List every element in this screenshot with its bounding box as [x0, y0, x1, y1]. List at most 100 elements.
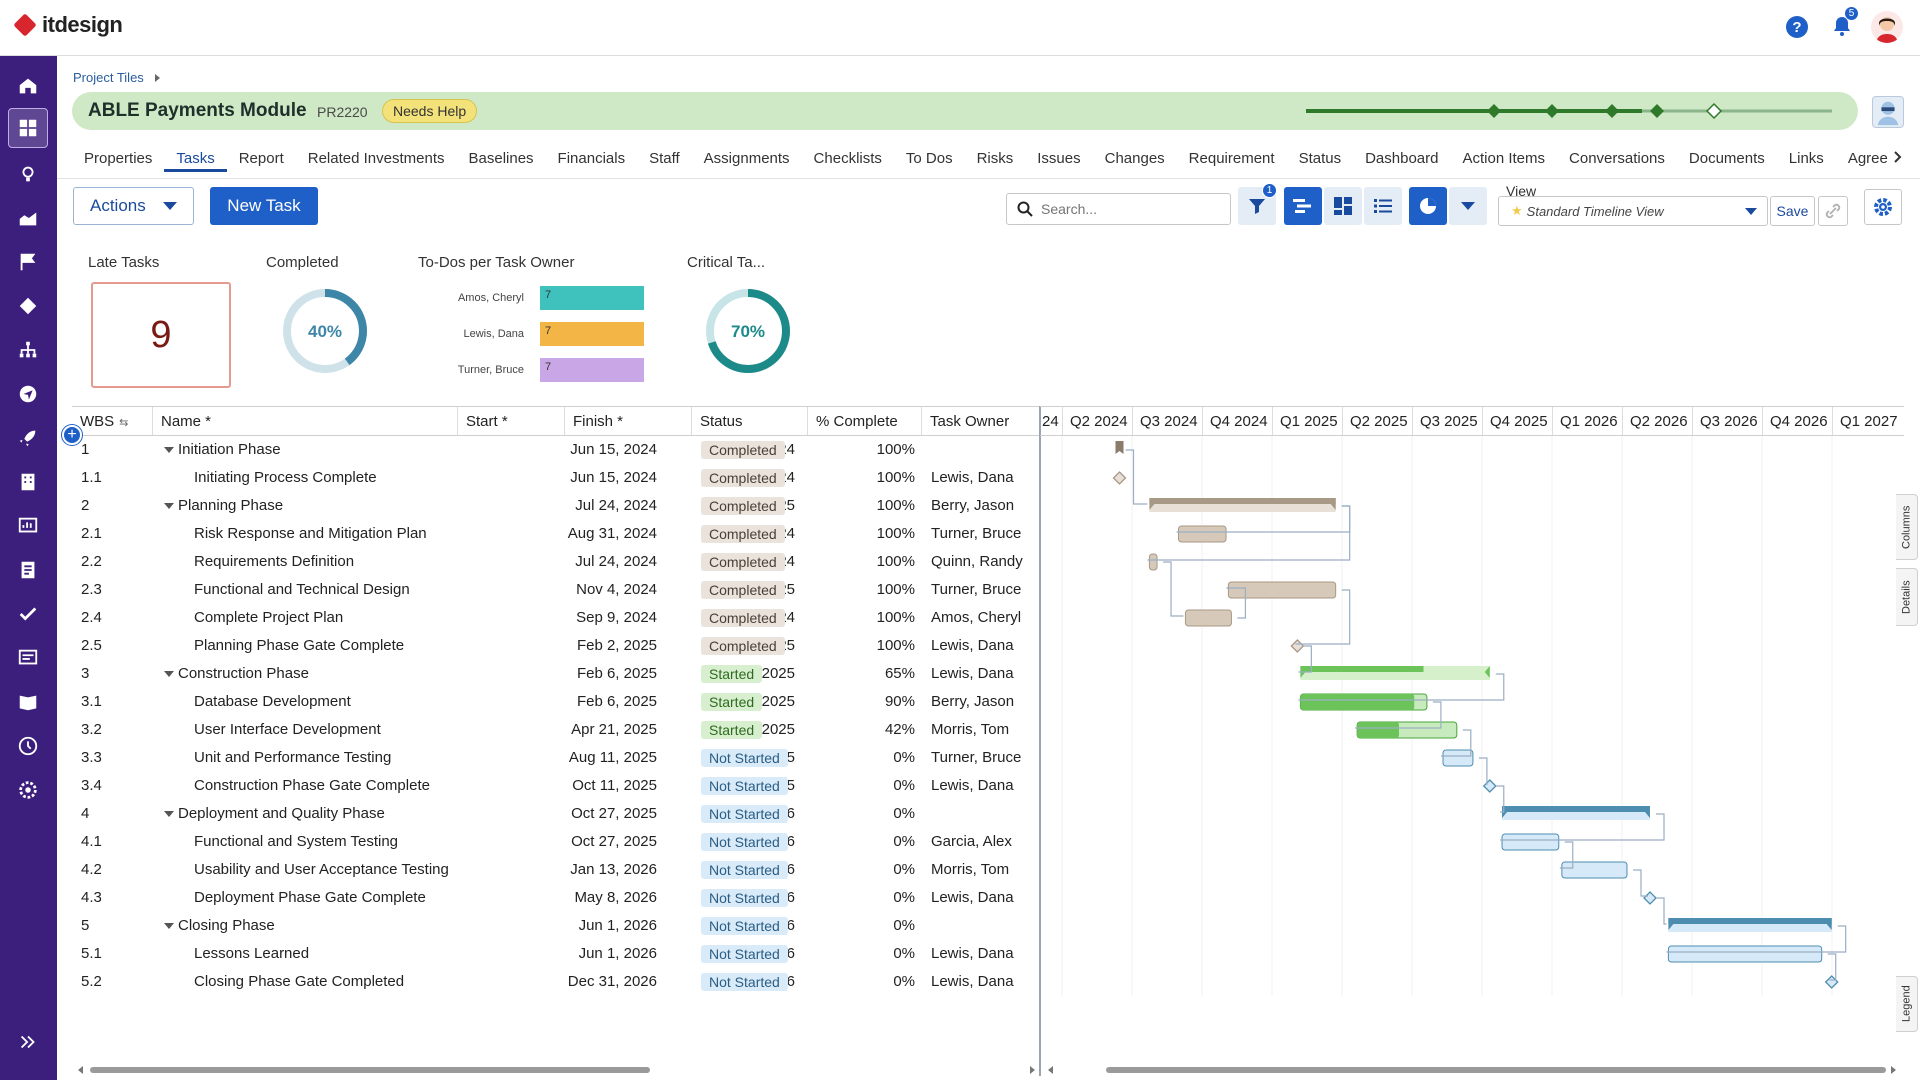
ideas-lightbulb-icon[interactable] — [8, 154, 48, 194]
scroll-right-arrow-icon[interactable] — [1030, 1066, 1035, 1074]
actions-dropdown-button[interactable]: Actions — [73, 187, 194, 225]
col-pct-complete[interactable]: % Complete — [808, 407, 922, 435]
gantt-summary-bar-cap[interactable] — [1668, 918, 1674, 930]
table-row[interactable]: 4.2 Usability and User Acceptance Testing… — [72, 857, 1040, 885]
col-finish[interactable]: Finish * — [565, 407, 692, 435]
gantt-task-bar[interactable] — [1178, 525, 1227, 543]
col-status[interactable]: Status — [692, 407, 808, 435]
table-row[interactable]: 3.2 User Interface Development Apr 21, 202… — [72, 717, 1040, 745]
breadcrumb-project-tiles-link[interactable]: Project Tiles — [73, 70, 144, 85]
copy-link-button[interactable] — [1818, 196, 1848, 226]
flag-icon[interactable] — [8, 242, 48, 282]
tab-staff[interactable]: Staff — [649, 150, 680, 167]
tab-properties[interactable]: Properties — [84, 150, 153, 167]
table-row[interactable]: 2.1 Risk Response and Mitigation Plan Aug … — [72, 521, 1040, 549]
tab-related-investments[interactable]: Related Investments — [307, 150, 445, 167]
gantt-task-bar[interactable] — [1501, 833, 1560, 851]
gantt-task-bar-progress[interactable] — [1357, 722, 1400, 738]
list-view-button[interactable] — [1364, 187, 1402, 225]
tab-assignments[interactable]: Assignments — [703, 150, 790, 167]
board-view-button[interactable] — [1324, 187, 1362, 225]
tab-changes[interactable]: Changes — [1104, 150, 1165, 167]
search-input[interactable] — [1041, 201, 1221, 217]
todo-owner-bar[interactable]: 7 — [540, 358, 644, 382]
checkmark-icon[interactable] — [8, 594, 48, 634]
gantt-view-button[interactable] — [1284, 187, 1322, 225]
gantt-task-bar[interactable] — [1184, 609, 1232, 627]
gantt-task-bar[interactable] — [1561, 861, 1628, 879]
grid-scroll-thumb[interactable] — [90, 1067, 650, 1073]
columns-side-tab[interactable]: Columns — [1896, 494, 1918, 560]
widgets-dropdown-button[interactable] — [1449, 187, 1487, 225]
gantt-task-bar[interactable] — [1148, 553, 1158, 571]
todo-owner-bar[interactable]: 7 — [540, 286, 644, 310]
scroll-left-arrow-icon[interactable] — [1048, 1066, 1053, 1074]
scroll-left-arrow-icon[interactable] — [78, 1066, 83, 1074]
collapse-caret-icon[interactable] — [164, 671, 174, 677]
gantt-milestone-diamond[interactable] — [1482, 779, 1497, 793]
collapse-caret-icon[interactable] — [164, 447, 174, 453]
user-avatar[interactable] — [1871, 11, 1903, 43]
table-row[interactable]: 3.4 Construction Phase Gate Complete Oct 1… — [72, 773, 1040, 801]
tab-to-dos[interactable]: To Dos — [905, 150, 953, 167]
tab-documents[interactable]: Documents — [1688, 150, 1765, 167]
grid-horizontal-scrollbar[interactable] — [78, 1066, 1035, 1074]
gantt-task-bar-progress[interactable] — [1300, 694, 1415, 710]
tab-requirement[interactable]: Requirement — [1188, 150, 1275, 167]
gantt-milestone-diamond[interactable] — [1112, 471, 1127, 485]
tab-issues[interactable]: Issues — [1037, 150, 1081, 167]
col-name[interactable]: Name * — [153, 407, 458, 435]
document-list-icon[interactable] — [8, 550, 48, 590]
col-wbs[interactable]: WBS ⇆ — [72, 407, 153, 435]
clock-history-icon[interactable] — [8, 726, 48, 766]
tab-status[interactable]: Status — [1298, 150, 1342, 167]
book-icon[interactable] — [8, 682, 48, 722]
table-row[interactable]: 2.3 Functional and Technical Design Nov 4,… — [72, 577, 1040, 605]
table-row[interactable]: 4.1 Functional and System Testing Oct 27, … — [72, 829, 1040, 857]
filter-button[interactable]: 1 — [1238, 183, 1277, 225]
gantt-summary-bar-cap[interactable] — [1330, 498, 1336, 510]
reports-chart-icon[interactable] — [8, 506, 48, 546]
gantt-horizontal-scrollbar[interactable] — [1048, 1066, 1898, 1074]
legend-side-tab[interactable]: Legend — [1896, 976, 1918, 1032]
tab-links[interactable]: Links — [1788, 150, 1824, 167]
gantt-summary-bar-progress[interactable] — [1502, 806, 1650, 812]
table-row[interactable]: 1.1 Initiating Process Complete Jun 15, 20… — [72, 465, 1040, 493]
view-select[interactable]: ★ Standard Timeline View — [1498, 196, 1768, 226]
notifications-bell-icon[interactable]: 5 — [1830, 6, 1859, 38]
scroll-right-arrow-icon[interactable] — [1891, 1066, 1896, 1074]
tab-action-items[interactable]: Action Items — [1462, 150, 1546, 167]
table-row[interactable]: 3.3 Unit and Performance Testing Aug 11, 2… — [72, 745, 1040, 773]
tab-financials[interactable]: Financials — [557, 150, 626, 167]
gantt-summary-bar-progress[interactable] — [1668, 918, 1832, 924]
gantt-task-bar[interactable] — [1442, 749, 1474, 767]
admin-gear-user-icon[interactable] — [8, 770, 48, 810]
gantt-summary-flag-bar[interactable] — [1115, 441, 1124, 454]
tab-checklists[interactable]: Checklists — [813, 150, 882, 167]
collapse-caret-icon[interactable] — [164, 811, 174, 817]
todo-owner-bar[interactable]: 7 — [540, 322, 644, 346]
gantt-scroll-thumb[interactable] — [1106, 1067, 1886, 1073]
gantt-summary-bar-cap[interactable] — [1149, 498, 1155, 510]
org-hierarchy-icon[interactable] — [8, 330, 48, 370]
gantt-summary-bar-cap[interactable] — [1484, 666, 1490, 678]
tab-report[interactable]: Report — [238, 150, 284, 167]
critical-tasks-donut[interactable]: 70% — [703, 286, 793, 376]
rocket-icon[interactable] — [8, 418, 48, 458]
table-row[interactable]: 4 Deployment and Quality Phase Oct 27, 202… — [72, 801, 1040, 829]
tiles-icon[interactable] — [8, 108, 48, 148]
home-icon[interactable] — [8, 66, 48, 106]
completed-donut[interactable]: 40% — [280, 286, 370, 376]
table-row[interactable]: 5.2 Closing Phase Gate Completed Dec 31, 2… — [72, 969, 1040, 997]
late-tasks-count[interactable]: 9 — [91, 282, 231, 388]
project-avatar[interactable] — [1872, 96, 1904, 128]
grid-gantt-splitter[interactable] — [1039, 406, 1041, 1076]
send-plane-icon[interactable] — [8, 374, 48, 414]
tab-conversations[interactable]: Conversations — [1569, 150, 1665, 167]
